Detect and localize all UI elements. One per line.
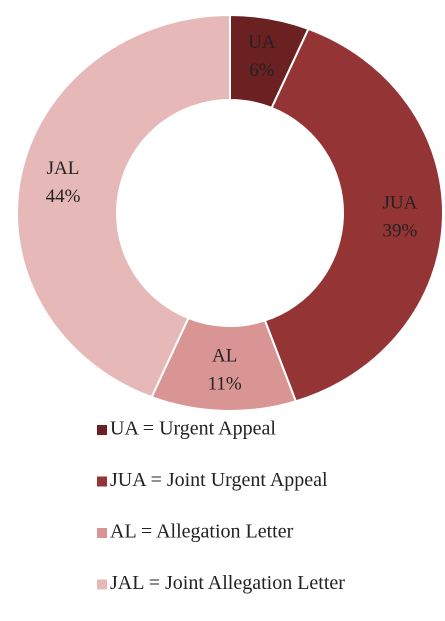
slice-value: 6% [249,60,275,81]
slice-value: 39% [383,220,418,241]
slice-category: JUA [382,192,417,213]
legend-label: JAL = Joint Allegation Letter [110,572,345,594]
legend-swatch [97,579,107,590]
legend-label: AL = Allegation Letter [110,521,294,543]
slice-value: 11% [208,373,242,394]
legend-swatch [97,425,107,435]
slice [16,13,231,399]
slice-category: JAL [47,158,80,179]
slice-category: AL [212,345,237,366]
legend-label: UA = Urgent Appeal [110,418,276,440]
slice [263,27,444,403]
legend-swatch [97,476,107,487]
legend-label: JUA = Joint Urgent Appeal [110,469,328,491]
slice-value: 44% [46,186,81,207]
slice-category: UA [248,32,276,53]
legend-swatch [97,528,107,538]
